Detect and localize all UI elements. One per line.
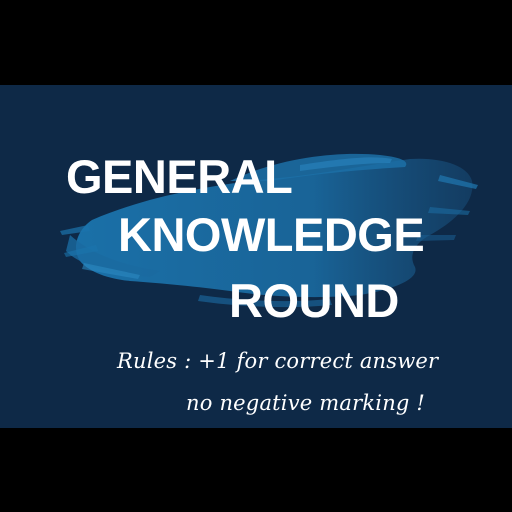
quiz-slide: GENERAL KNOWLEDGE ROUND Rules : +1 for c… — [0, 85, 512, 428]
title-line-general: GENERAL — [66, 150, 293, 203]
brush-stroke-graphic — [60, 153, 478, 308]
title-line-knowledge: KNOWLEDGE — [118, 208, 425, 261]
rules-line-negative-marking: no negative marking ! — [186, 391, 426, 415]
rules-line-scoring: Rules : +1 for correct answer — [117, 349, 439, 373]
title-line-round: ROUND — [229, 274, 399, 327]
